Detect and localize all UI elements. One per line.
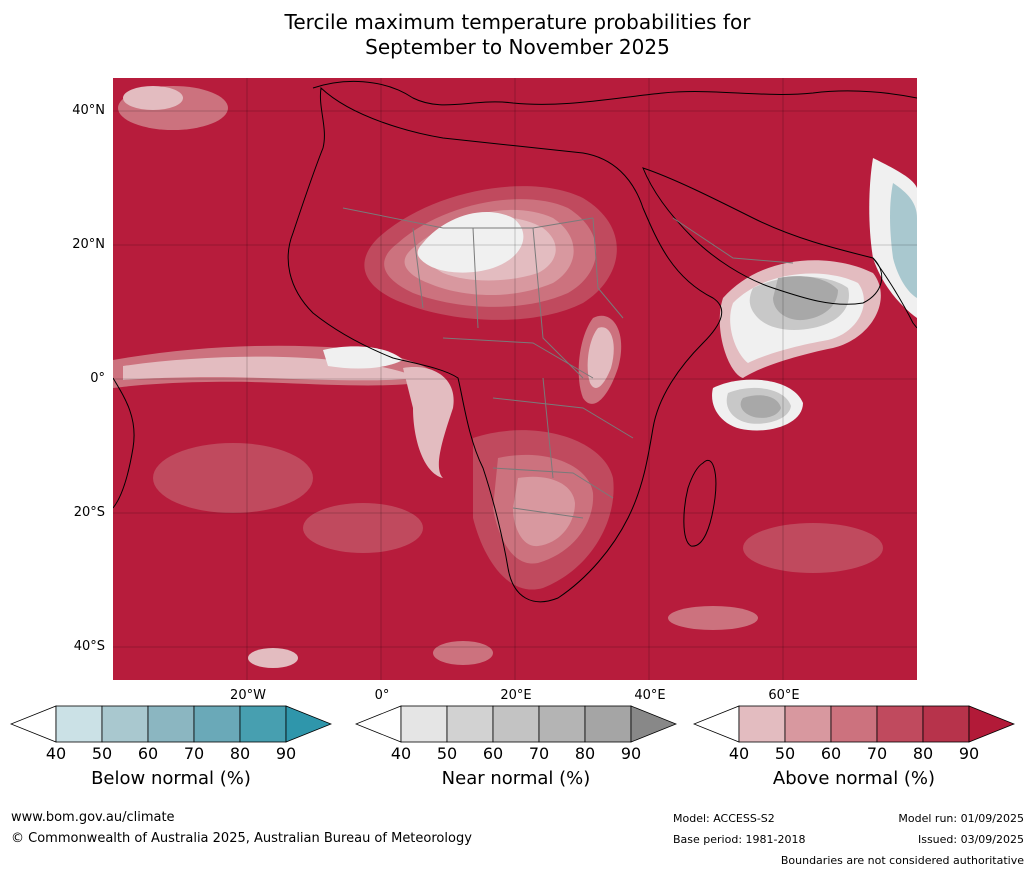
lon-label-60e: 60°E bbox=[768, 688, 800, 703]
country-borders bbox=[342, 207, 794, 519]
colorbar-near-bin-70-80 bbox=[538, 705, 586, 743]
lat-label-40n: 40°N bbox=[72, 103, 105, 118]
footer-url[interactable]: www.bom.gov.au/climate bbox=[11, 810, 175, 825]
footer-model: Model: ACCESS-S2 bbox=[673, 812, 775, 825]
colorbar-above-label: Above normal (%) bbox=[772, 768, 936, 789]
colorbar-near-normal bbox=[355, 705, 677, 743]
scattered-patches bbox=[118, 86, 883, 668]
tick-label: 50 bbox=[91, 744, 113, 763]
colorbar-near-bin-60-70 bbox=[492, 705, 540, 743]
footer-copyright: © Commonwealth of Australia 2025, Austra… bbox=[11, 831, 472, 846]
atlantic-equatorial-band bbox=[113, 345, 454, 478]
colorbar-below-label: Below normal (%) bbox=[91, 768, 251, 789]
chart-title-line-1: Tercile maximum temperature probabilitie… bbox=[284, 10, 751, 34]
graticule bbox=[113, 78, 917, 680]
colorbar-above-bin-70-80 bbox=[876, 705, 924, 743]
colorbar-below-arrow-high bbox=[285, 705, 332, 743]
colorbar-below-bin-50-60 bbox=[101, 705, 149, 743]
arabian-peninsula-coastline bbox=[642, 167, 883, 305]
africa-coastline bbox=[287, 86, 723, 603]
tick-label: 40 bbox=[728, 744, 750, 763]
tick-label: 90 bbox=[620, 744, 642, 763]
tick-label: 50 bbox=[436, 744, 458, 763]
colorbar-near-label: Near normal (%) bbox=[441, 768, 591, 789]
tick-label: 70 bbox=[183, 744, 205, 763]
colorbar-above-arrow-high bbox=[968, 705, 1015, 743]
tick-label: 80 bbox=[912, 744, 934, 763]
lat-label-20n: 20°N bbox=[72, 237, 105, 252]
south-america-coastline bbox=[113, 377, 135, 509]
lon-label-0: 0° bbox=[374, 688, 390, 703]
probability-map bbox=[113, 78, 917, 680]
tick-label: 90 bbox=[275, 744, 297, 763]
footer-model-run: Model run: 01/09/2025 bbox=[898, 812, 1024, 825]
footer-disclaimer: Boundaries are not considered authoritat… bbox=[780, 854, 1024, 867]
tick-label: 40 bbox=[45, 744, 67, 763]
lat-label-40s: 40°S bbox=[73, 639, 105, 654]
tick-label: 60 bbox=[820, 744, 842, 763]
footer-base-period: Base period: 1981-2018 bbox=[673, 833, 806, 846]
colorbar-near-arrow-high bbox=[630, 705, 677, 743]
colorbar-near-arrow-low bbox=[355, 705, 402, 743]
lon-label-20w: 20°W bbox=[230, 688, 266, 703]
colorbar-below-arrow-low bbox=[10, 705, 57, 743]
southern-africa-region bbox=[473, 430, 614, 590]
tick-label: 80 bbox=[229, 744, 251, 763]
lat-label-20s: 20°S bbox=[73, 505, 105, 520]
tick-label: 60 bbox=[137, 744, 159, 763]
tick-label: 70 bbox=[866, 744, 888, 763]
colorbar-above-normal bbox=[693, 705, 1015, 743]
colorbar-below-bin-40-50 bbox=[55, 705, 103, 743]
tick-label: 70 bbox=[528, 744, 550, 763]
colorbar-near-bin-50-60 bbox=[446, 705, 494, 743]
colorbar-near-bin-40-50 bbox=[400, 705, 448, 743]
colorbar-below-normal bbox=[10, 705, 332, 743]
tick-label: 40 bbox=[390, 744, 412, 763]
colorbar-above-bin-40-50 bbox=[738, 705, 786, 743]
footer-issued: Issued: 03/09/2025 bbox=[917, 833, 1024, 846]
europe-coastline bbox=[312, 81, 917, 106]
colorbar-above-bin-80-90 bbox=[922, 705, 970, 743]
tick-label: 60 bbox=[482, 744, 504, 763]
arabian-sea-below-normal bbox=[869, 158, 917, 318]
east-africa-region bbox=[578, 315, 622, 404]
colorbar-below-bin-60-70 bbox=[147, 705, 195, 743]
colorbar-below-bin-70-80 bbox=[193, 705, 241, 743]
tick-label: 50 bbox=[774, 744, 796, 763]
chart-title-line-2: September to November 2025 bbox=[365, 35, 670, 59]
india-coastline bbox=[872, 257, 917, 329]
coastlines bbox=[113, 81, 917, 603]
colorbar-below-bin-80-90 bbox=[239, 705, 287, 743]
tick-label: 80 bbox=[574, 744, 596, 763]
colorbar-above-arrow-low bbox=[693, 705, 740, 743]
tick-label: 90 bbox=[958, 744, 980, 763]
lon-label-40e: 40°E bbox=[634, 688, 666, 703]
colorbar-above-bin-60-70 bbox=[830, 705, 878, 743]
madagascar-coastline bbox=[683, 460, 717, 547]
lon-label-20e: 20°E bbox=[500, 688, 532, 703]
lat-label-0: 0° bbox=[90, 371, 105, 386]
colorbar-near-bin-80-90 bbox=[584, 705, 632, 743]
colorbar-above-bin-50-60 bbox=[784, 705, 832, 743]
